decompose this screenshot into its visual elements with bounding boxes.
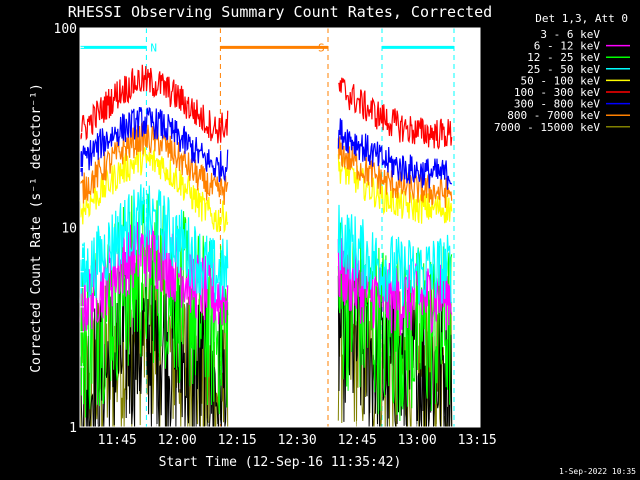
annotation-label: S [318, 41, 325, 54]
series-line [79, 106, 453, 190]
x-tick-label: 12:45 [338, 433, 377, 448]
axis-layer: 11:45 12:00 12:15 12:30 12:45 13:00 13:15 1 10 10… [54, 22, 497, 448]
x-tick-label: 11:45 [98, 433, 137, 448]
legend-label: 300 - 800 keV [514, 98, 600, 111]
x-tick-label: 12:15 [218, 433, 257, 448]
x-tick-label: 12:30 [278, 433, 317, 448]
chart-title: RHESSI Observing Summary Count Rates, Co… [68, 3, 492, 21]
annotation-label: N [150, 41, 157, 54]
legend-label: 6 - 12 keV [534, 40, 601, 53]
series-line [79, 64, 453, 150]
series-line [79, 121, 453, 208]
x-tick-label: 12:00 [158, 433, 197, 448]
y-tick-label: 1 [69, 421, 77, 436]
series-line [79, 184, 453, 307]
y-axis-label: Corrected Count Rate (s⁻¹ detector⁻¹) [29, 83, 44, 373]
x-axis-label: Start Time (12-Sep-16 11:35:42) [159, 455, 402, 470]
legend-label: 50 - 100 keV [521, 74, 601, 87]
y-tick-label: 100 [54, 22, 77, 37]
series-layer [79, 64, 453, 428]
legend-label: 100 - 300 keV [514, 86, 600, 99]
legend-label: 25 - 50 keV [527, 63, 600, 76]
legend-label: 12 - 25 keV [527, 51, 600, 64]
x-tick-label: 13:00 [398, 433, 437, 448]
legend-header: Det 1,3, Att 0 [535, 12, 628, 25]
y-tick-label: 10 [61, 222, 77, 237]
date-stamp: 1-Sep-2022 10:35 [559, 467, 636, 476]
legend-label: 800 - 7000 keV [507, 109, 600, 122]
legend-label: 7000 - 15000 keV [494, 121, 600, 134]
x-tick-label: 13:15 [458, 433, 497, 448]
legend-label: 3 - 6 keV [540, 28, 600, 41]
